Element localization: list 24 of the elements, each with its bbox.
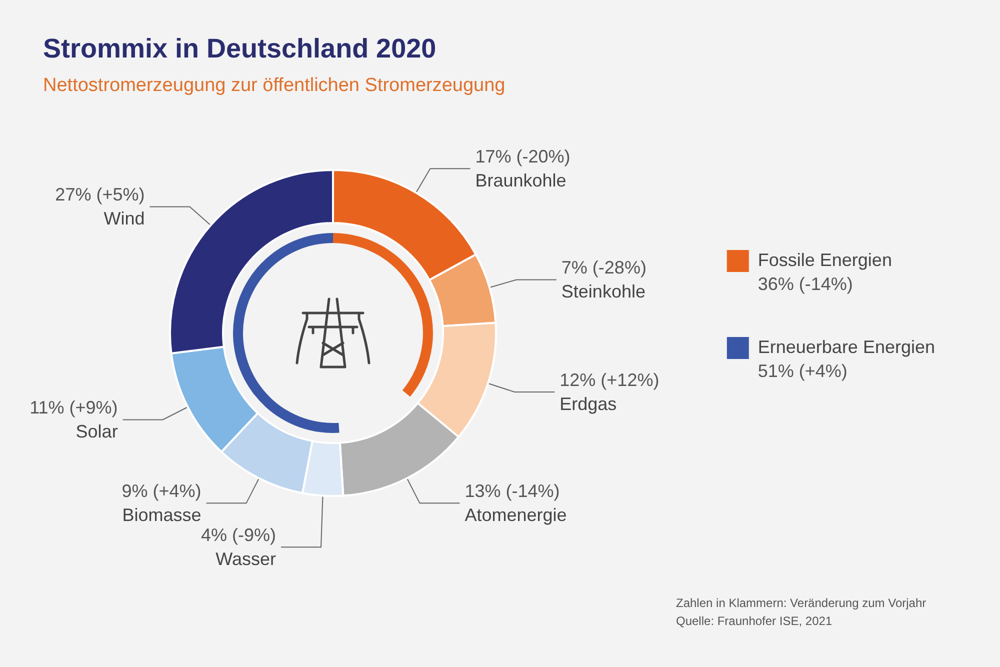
- slice-label: Atomenergie: [464, 505, 567, 526]
- slice-label: Braunkohle: [475, 170, 566, 191]
- data-label: 4% (-9%): [200, 525, 276, 546]
- legend-label: Fossile Energien: [758, 250, 892, 270]
- data-label: 27% (+5%): [55, 184, 145, 205]
- data-label: 9% (+4%): [122, 481, 202, 502]
- data-label: 13% (-14%): [464, 481, 560, 502]
- legend-label: Erneuerbare Energien: [758, 337, 936, 357]
- data-label: 11% (+9%): [30, 398, 118, 418]
- chart-subtitle: Nettostromerzeugung zur öffentlichen Stromerzeugung: [43, 75, 506, 96]
- data-label: 51% (+4%): [758, 361, 848, 381]
- data-label: 36% (-14%): [758, 274, 853, 294]
- text: Zahlen in Klammern: Veränderung zum Vorjahr: [676, 595, 926, 612]
- slice-label: Wasser: [216, 549, 276, 570]
- slice-label: Wind: [104, 208, 145, 229]
- source-note: Quelle: Fraunhofer ISE, 2021: [676, 613, 834, 630]
- data-label: 12% (+12%): [560, 370, 660, 390]
- chart-title: Strommix in Deutschland 2020: [43, 34, 436, 64]
- data-label: 17% (-20%): [475, 146, 570, 167]
- slice-label: Erdgas: [560, 394, 617, 414]
- data-label: 7% (-28%): [561, 258, 646, 278]
- slice-label: Solar: [76, 422, 118, 442]
- slice-label: Biomasse: [122, 505, 202, 526]
- slice-label: Steinkohle: [561, 282, 646, 302]
